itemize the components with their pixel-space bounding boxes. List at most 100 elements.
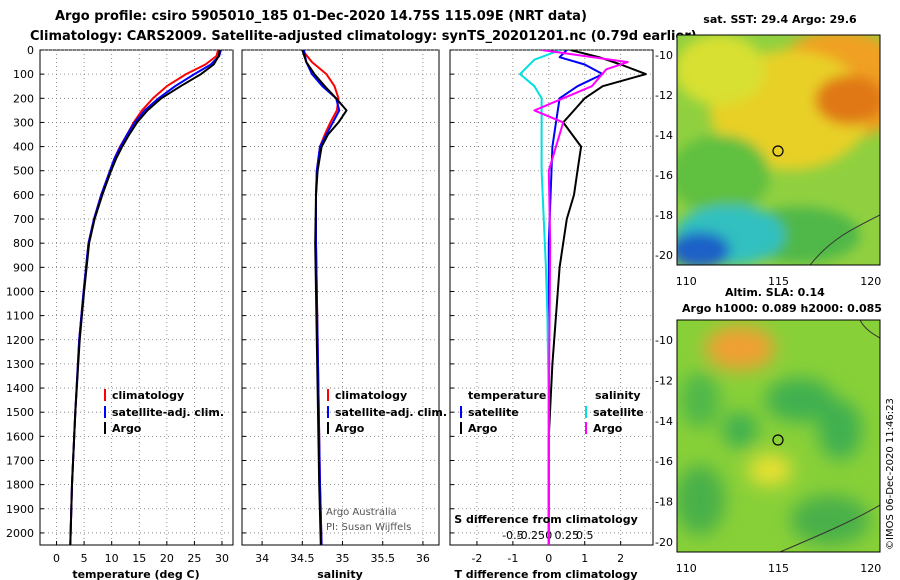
sst-map-field bbox=[677, 35, 880, 265]
temperature-xtick-label: 0 bbox=[53, 552, 60, 565]
sla-low-patch-3 bbox=[680, 372, 720, 428]
s-difference-tick-label: 0.5 bbox=[576, 529, 594, 542]
credit-line1: Argo Australia bbox=[326, 507, 397, 518]
sla-ytick-label: -10 bbox=[655, 334, 673, 347]
sst-ytick-label: -18 bbox=[655, 209, 673, 222]
series-layer bbox=[69, 50, 647, 545]
temperature-series-group bbox=[69, 50, 222, 545]
temperature-xtick-label: 10 bbox=[105, 552, 119, 565]
salinity-xtick-label: 35.5 bbox=[370, 552, 395, 565]
temperature-xtick-label: 30 bbox=[215, 552, 229, 565]
salinity-xtick-label: 36 bbox=[416, 552, 430, 565]
legend-climatology-label: climatology bbox=[335, 389, 407, 402]
legend-satellite-label: satellite-adj. clim. bbox=[112, 406, 224, 419]
sla-yellow-patch bbox=[748, 454, 792, 486]
temperature-xtick-label: 25 bbox=[187, 552, 201, 565]
depth-tick-label: 1000 bbox=[6, 285, 34, 298]
s-difference-label: S difference from climatology bbox=[454, 513, 638, 526]
sst-ytick-label: -12 bbox=[655, 89, 673, 102]
sst-orange-core bbox=[815, 75, 880, 125]
sst-ytick-label: -20 bbox=[655, 249, 673, 262]
depth-tick-label: 100 bbox=[13, 68, 34, 81]
credit-line2: PI: Susan Wijffels bbox=[326, 522, 411, 533]
sla-map-field bbox=[677, 320, 880, 552]
depth-tick-label: 700 bbox=[13, 213, 34, 226]
sla-low-patch-6 bbox=[790, 495, 870, 545]
sla-low-patch-5 bbox=[677, 465, 725, 535]
temperature-xtick-label: 20 bbox=[160, 552, 174, 565]
depth-tick-label: 400 bbox=[13, 141, 34, 154]
imos-stamp: ©IMOS 06-Dec-2020 11:46:23 bbox=[885, 398, 896, 550]
s-difference-tick-label: -0.25 bbox=[517, 529, 545, 542]
salinity-xtick-label: 35 bbox=[336, 552, 350, 565]
sla-high-patch bbox=[705, 326, 775, 370]
temperature-series-satellite-adj-clim- bbox=[69, 50, 222, 545]
sla-low-patch-4 bbox=[818, 400, 862, 460]
sst-float-marker bbox=[772, 145, 784, 157]
depth-tick-label: 1700 bbox=[6, 454, 34, 467]
legend-argo-label: Argo bbox=[112, 422, 142, 435]
depth-tick-label: 2000 bbox=[6, 527, 34, 540]
sst-ytick-label: -10 bbox=[655, 49, 673, 62]
depth-tick-label: 200 bbox=[13, 92, 34, 105]
salinity-legend: climatology satellite-adj. clim. Argo bbox=[327, 389, 447, 435]
sst-ytick-label: -16 bbox=[655, 169, 673, 182]
legend-salinity-heading: salinity bbox=[595, 389, 641, 402]
legend-satellite-label: satellite-adj. clim. bbox=[335, 406, 447, 419]
legend-temperature-heading: temperature bbox=[468, 389, 546, 402]
t-difference-series-s-argo bbox=[533, 50, 629, 545]
sst-map-title: sat. SST: 29.4 Argo: 29.6 bbox=[703, 13, 857, 26]
sst-xtick-label: 110 bbox=[676, 275, 697, 288]
figure-title-line2: Climatology: CARS2009. Satellite-adjuste… bbox=[30, 29, 697, 44]
figure-title-line1: Argo profile: csiro 5905010_185 01-Dec-2… bbox=[55, 9, 587, 24]
depth-tick-label: 1400 bbox=[6, 382, 34, 395]
sla-ytick-label: -16 bbox=[655, 455, 673, 468]
sla-ytick-label: -14 bbox=[655, 415, 673, 428]
depth-tick-label: 800 bbox=[13, 237, 34, 250]
sst-coastline bbox=[809, 214, 880, 265]
legend-s-satellite-label: satellite bbox=[593, 406, 644, 419]
sla-xtick-label: 110 bbox=[676, 562, 697, 575]
sst-blue-patch bbox=[677, 232, 730, 265]
depth-tick-label: 500 bbox=[13, 165, 34, 178]
legend-s-argo-label: Argo bbox=[593, 422, 623, 435]
sla-low-patch-1 bbox=[765, 378, 835, 422]
temperature-series-argo bbox=[69, 50, 221, 545]
sla-ytick-label: -12 bbox=[655, 375, 673, 388]
depth-tick-label: 1100 bbox=[6, 310, 34, 323]
t-difference-xtick-label: 1 bbox=[581, 552, 588, 565]
depth-tick-label: 1300 bbox=[6, 358, 34, 371]
sst-yellow-patch-west bbox=[677, 35, 765, 105]
t-difference-xtick-label: -1 bbox=[507, 552, 518, 565]
salinity-series-argo bbox=[301, 50, 348, 545]
depth-tick-label: 900 bbox=[13, 261, 34, 274]
salinity-xlabel: salinity bbox=[317, 568, 363, 580]
t-difference-xtick-label: 0 bbox=[545, 552, 552, 565]
s-difference-tick-label: -0.5 bbox=[502, 529, 523, 542]
difference-legend: temperature satellite Argo salinity sate… bbox=[460, 389, 644, 435]
salinity-panel-frame bbox=[241, 49, 440, 546]
s-difference-tick-label: 0.25 bbox=[555, 529, 580, 542]
sla-xtick-label: 120 bbox=[860, 562, 881, 575]
t-difference-series-t-argo bbox=[547, 50, 647, 545]
temperature-xtick-label: 5 bbox=[81, 552, 88, 565]
sst-map-frame bbox=[676, 34, 881, 266]
depth-tick-label: 1200 bbox=[6, 334, 34, 347]
t-difference-xlabel: T difference from climatology bbox=[454, 568, 637, 580]
difference-panel-frame bbox=[449, 49, 654, 546]
sla-coastline-north bbox=[859, 320, 880, 339]
sst-green-patch bbox=[677, 135, 770, 215]
temperature-series-climatology bbox=[69, 50, 220, 545]
sla-ytick-label: -20 bbox=[655, 536, 673, 549]
temperature-legend: climatology satellite-adj. clim. Argo bbox=[104, 389, 224, 435]
legend-climatology-label: climatology bbox=[112, 389, 184, 402]
salinity-xtick-label: 34 bbox=[255, 552, 269, 565]
t-difference-xtick-label: 2 bbox=[617, 552, 624, 565]
t-difference-series-group bbox=[519, 50, 647, 545]
sla-float-marker bbox=[772, 434, 784, 446]
salinity-xtick-label: 34.5 bbox=[290, 552, 315, 565]
sla-low-patch-2 bbox=[722, 412, 758, 448]
sla-map-title: Altim. SLA: 0.14 bbox=[725, 286, 825, 299]
sla-ytick-label: -18 bbox=[655, 496, 673, 509]
